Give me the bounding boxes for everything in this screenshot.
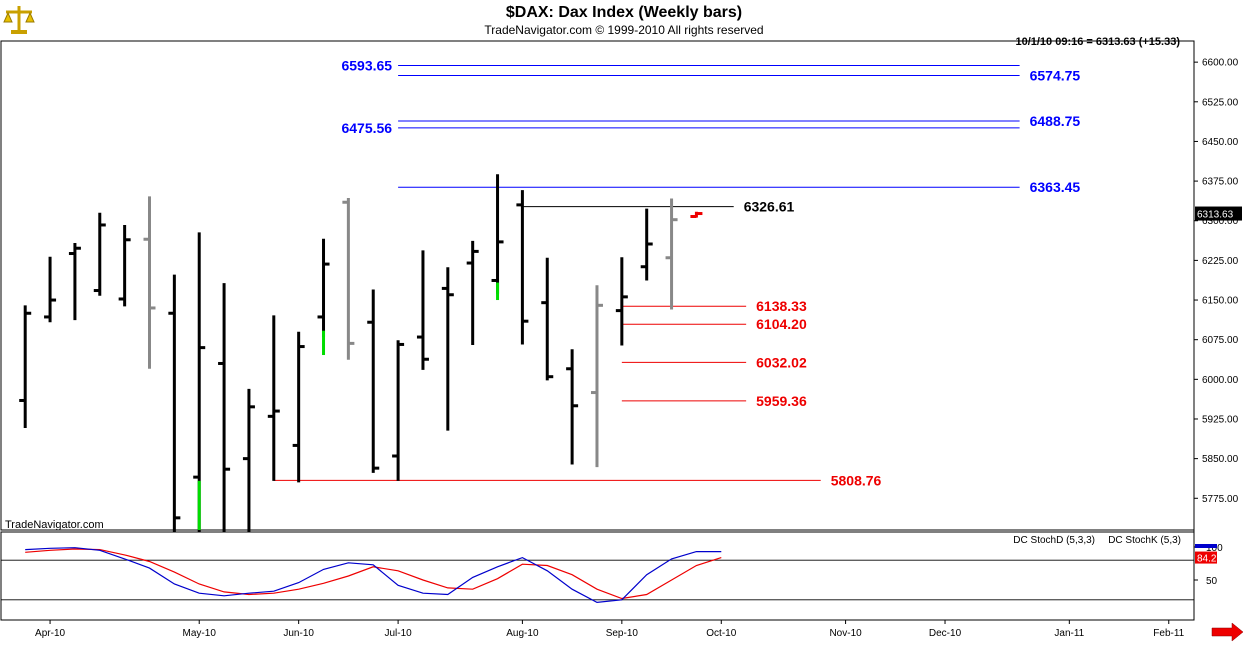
date-tick-label: Jan-11: [1054, 628, 1084, 639]
ohlc-bar: [193, 232, 206, 532]
ohlc-bar: [168, 274, 181, 532]
price-tick-label: 6000.00: [1202, 375, 1239, 386]
ohlc-bar: [392, 340, 405, 481]
date-axis: Apr-10 May-10 Jun-10 Jul-10 Aug-10 Sep-10 Oct-…: [35, 620, 1185, 639]
ohlc-bar: [93, 212, 106, 296]
ohlc-bar: [317, 238, 330, 356]
ohlc-bar: [516, 190, 529, 345]
price-tick-label: 6375.00: [1202, 177, 1239, 188]
date-tick-label: Dec-10: [929, 628, 962, 639]
level-lines: 6593.65 6574.75 6488.75 6475.56 6363.45 6326.…: [273, 58, 1081, 488]
level-label: 5959.36: [756, 393, 807, 409]
date-tick-label: Apr-10: [35, 628, 65, 639]
price-tick-label: 6075.00: [1202, 335, 1239, 346]
level-label: 6488.75: [1030, 113, 1081, 129]
date-tick-label: Jun-10: [283, 628, 314, 639]
level-label: 6475.56: [341, 120, 392, 136]
ohlc-bar: [342, 198, 355, 360]
price-tick-label: 6525.00: [1202, 97, 1239, 108]
price-tick-label: 6450.00: [1202, 137, 1239, 148]
watermark-text: TradeNavigator.com: [5, 519, 104, 531]
level-label: 6104.20: [756, 316, 807, 332]
price-tick-label: 6600.00: [1202, 58, 1239, 69]
date-tick-label: Oct-10: [706, 628, 736, 639]
ohlc-bar: [665, 198, 678, 310]
ohlc-bar: [466, 240, 479, 345]
legend-stoch-d: DC StochD (5,3,3): [1013, 535, 1095, 546]
stoch-series-line: [25, 548, 722, 600]
price-tick-label: 6225.00: [1202, 256, 1239, 267]
date-tick-label: Aug-10: [506, 628, 539, 639]
level-label: 6326.61: [744, 199, 795, 215]
legend-stoch-k: DC StochK (5,3): [1108, 535, 1181, 546]
level-label: 6032.02: [756, 354, 807, 370]
ohlc-bar: [491, 174, 504, 301]
ohlc-bar: [416, 250, 429, 370]
ohlc-bar: [690, 211, 703, 219]
ohlc-bar: [143, 196, 156, 369]
date-tick-label: Feb-11: [1153, 628, 1184, 639]
ohlc-bar: [242, 388, 255, 532]
date-tick-label: May-10: [183, 628, 217, 639]
level-label: 6574.75: [1030, 67, 1081, 83]
last-price-box: [1195, 206, 1242, 221]
stoch-tick-label: 100: [1206, 543, 1223, 554]
ohlc-bars: [19, 174, 703, 532]
ohlc-bar: [118, 224, 131, 307]
quote-readout: 10/1/10 09:16 = 6313.63 (+15.33): [1015, 36, 1180, 48]
ohlc-bar: [615, 257, 628, 346]
scales-logo-icon: [0, 0, 38, 38]
stoch-last-box: [1195, 551, 1217, 564]
price-tick-label: 5775.00: [1202, 494, 1239, 505]
level-label: 6363.45: [1030, 179, 1081, 195]
ohlc-bar: [590, 285, 603, 468]
ohlc-bar: [44, 256, 57, 323]
ohlc-bar: [640, 208, 653, 281]
ohlc-bar: [566, 349, 579, 465]
date-tick-label: Sep-10: [606, 628, 639, 639]
price-tick-label: 5925.00: [1202, 414, 1239, 425]
date-tick-label: Jul-10: [384, 628, 412, 639]
ohlc-bar: [68, 242, 81, 321]
stoch-last-label: 84.25: [1197, 554, 1222, 565]
ohlc-bar: [441, 267, 454, 431]
price-tick-label: 6150.00: [1202, 296, 1239, 307]
last-price-label: 6313.63: [1197, 210, 1234, 221]
level-label: 5808.76: [831, 472, 882, 488]
ohlc-bar: [218, 283, 231, 532]
price-axis: 6600.00 6525.00 6450.00 6375.00 6300.00 6225.…: [1194, 58, 1242, 505]
price-tick-label: 5850.00: [1202, 454, 1239, 465]
stoch-series-line: [25, 547, 722, 604]
stoch-k-marker: [1195, 544, 1217, 548]
ohlc-bar: [292, 331, 305, 483]
chart-copyright: TradeNavigator.com © 1999-2010 All right…: [484, 23, 763, 37]
level-label: 6593.65: [341, 58, 392, 74]
ohlc-bar: [541, 257, 554, 381]
price-tick-label: 6300.00: [1202, 216, 1239, 227]
date-tick-label: Nov-10: [829, 628, 862, 639]
stochastic-panel: 100 50 DC StochD (5,3,3) DC StochK (5,3) 84.…: [1, 535, 1223, 604]
stoch-panel-frame: [0, 531, 1195, 621]
chart-title: $DAX: Dax Index (Weekly bars): [506, 4, 742, 21]
ohlc-bar: [19, 305, 32, 428]
ohlc-bar: [367, 289, 380, 473]
stoch-tick-label: 50: [1206, 576, 1218, 587]
level-label: 6138.33: [756, 298, 807, 314]
arrow-right-icon[interactable]: [1211, 622, 1244, 642]
ohlc-bar: [267, 315, 280, 481]
